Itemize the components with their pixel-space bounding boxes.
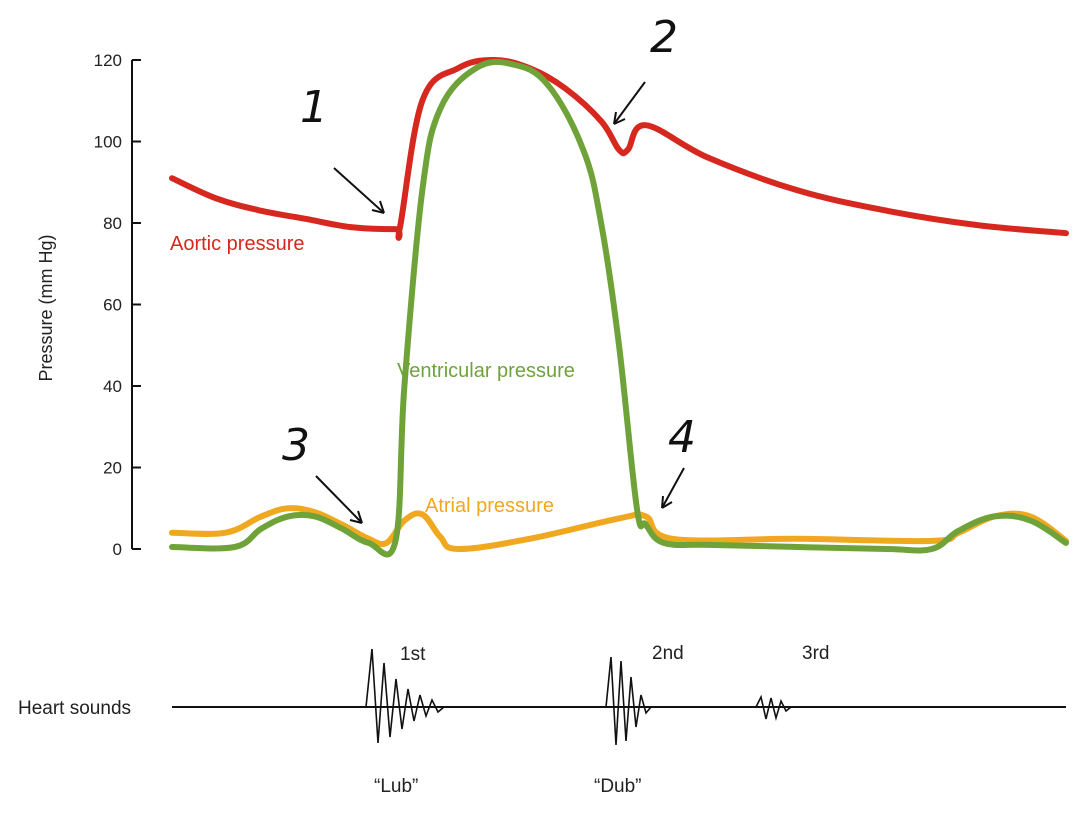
annotation-1-arrowhead: [371, 200, 385, 214]
annotation-1-number: 1: [300, 82, 328, 133]
series-label-ventricular: Ventricular pressure: [397, 360, 575, 382]
y-axis-title: Pressure (mm Hg): [36, 234, 56, 381]
annotation-4-number: 4: [668, 412, 696, 463]
heart-sound-2-waveform: [605, 656, 652, 746]
annotation-4-arrowhead: [661, 495, 673, 509]
y-tick-label-6: 120: [94, 51, 122, 70]
series-line-ventricular-pressure: [169, 58, 1069, 558]
annotation-3: 3: [282, 420, 363, 524]
y-tick-label-4: 80: [103, 214, 122, 233]
heart-sound-3-name: 3rd: [802, 643, 829, 664]
heart-sound-1-name: 1st: [400, 644, 426, 665]
heart-sound-2-name: 2nd: [652, 643, 684, 664]
heart-sound-1-waveform: [365, 648, 445, 744]
annotation-2-arrow: [613, 81, 646, 125]
annotation-3-arrowhead: [349, 510, 363, 524]
heart-sound-2-onomatopoeia: “Dub”: [594, 776, 642, 797]
y-axis: 0 20 40 60 80 100 120: [94, 51, 141, 559]
annotation-1-arrow: [333, 167, 385, 214]
heart-sound-3-waveform: [755, 694, 792, 722]
annotation-3-number: 3: [282, 420, 310, 471]
annotation-2: 2: [613, 12, 678, 125]
heart-sounds-label: Heart sounds: [18, 698, 131, 719]
annotation-2-arrowhead: [613, 111, 626, 125]
y-tick-label-0: 0: [113, 540, 122, 559]
series-group: [169, 57, 1069, 558]
annotation-3-arrow: [315, 475, 363, 524]
y-tick-label-5: 100: [94, 133, 122, 152]
y-tick-label-1: 20: [103, 459, 122, 478]
series-label-aortic: Aortic pressure: [170, 233, 305, 255]
heart-sound-1-onomatopoeia: “Lub”: [374, 776, 418, 797]
annotation-1: 1: [300, 82, 385, 214]
annotation-4: 4: [661, 412, 696, 509]
series-label-atrial: Atrial pressure: [425, 495, 554, 517]
annotation-4-arrow: [661, 467, 685, 509]
annotation-2-number: 2: [650, 12, 678, 63]
y-tick-label-3: 60: [103, 296, 122, 315]
y-tick-label-2: 40: [103, 377, 122, 396]
